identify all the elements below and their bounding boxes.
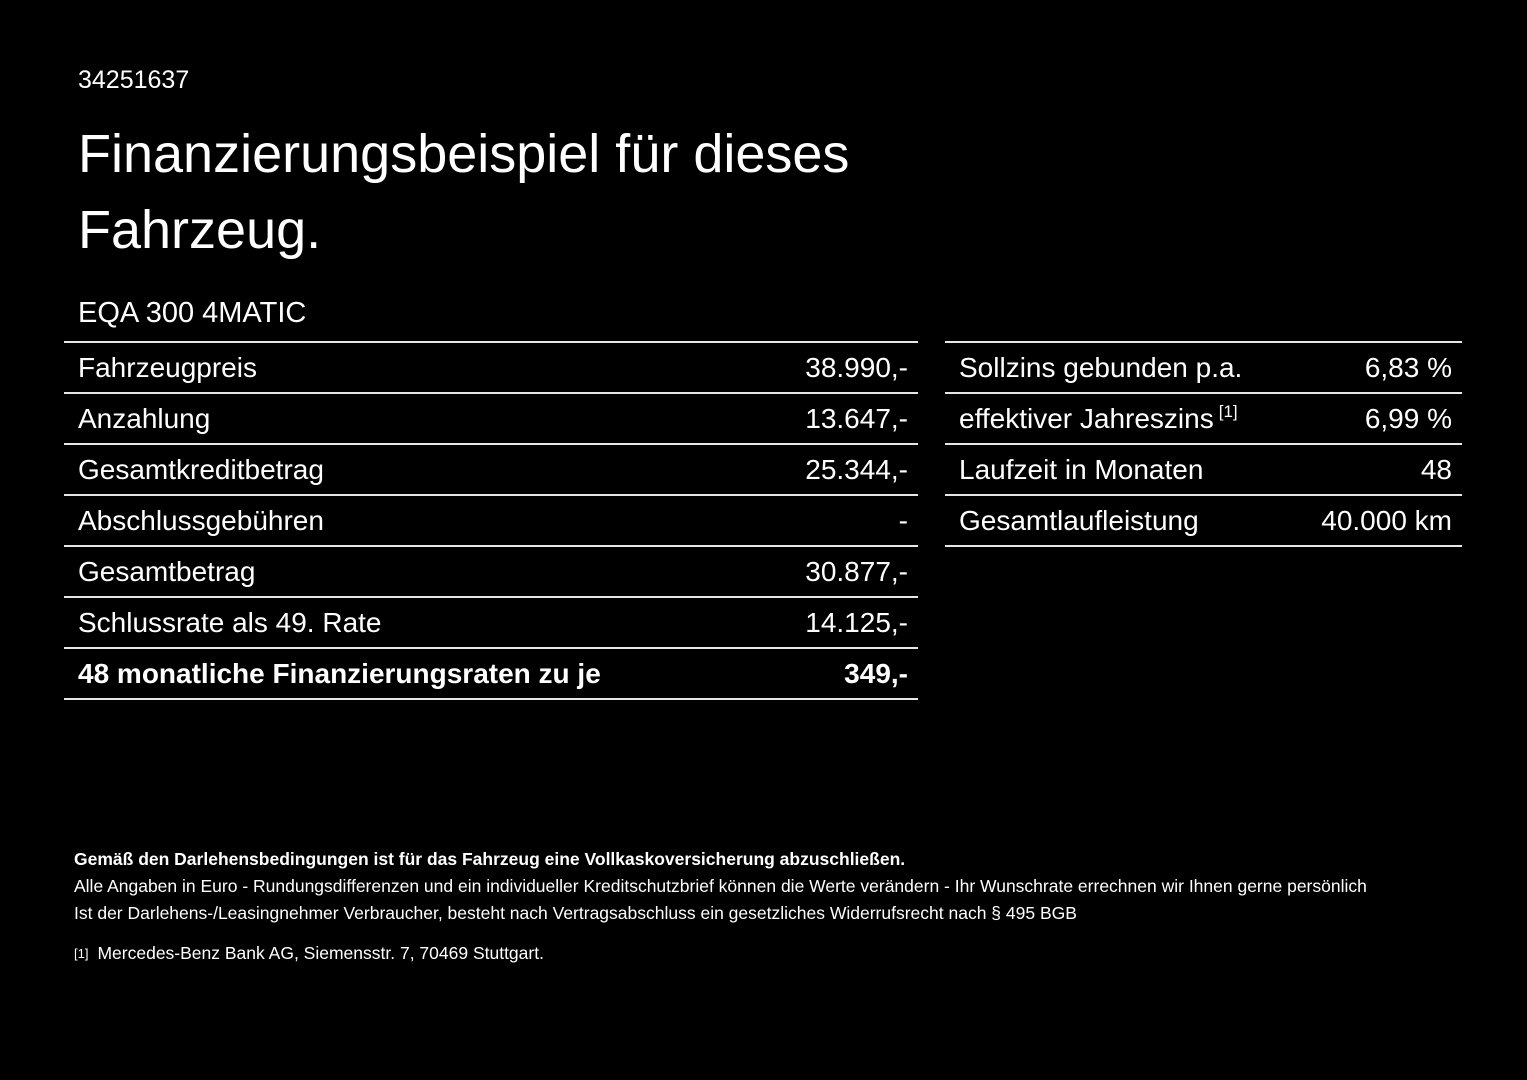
row-value: 48 xyxy=(1420,453,1452,485)
table-row: Schlussrate als 49. Rate 14.125,- xyxy=(64,596,918,647)
table-row: Gesamtkreditbetrag 25.344,- xyxy=(64,443,918,494)
row-label: Fahrzeugpreis xyxy=(78,351,257,383)
row-value: 349,- xyxy=(844,657,908,689)
row-label: Gesamtkreditbetrag xyxy=(78,453,324,485)
disclaimer-line-1: Alle Angaben in Euro - Rundungsdifferenz… xyxy=(74,876,1367,896)
table-row: Sollzins gebunden p.a. 6,83 % xyxy=(945,341,1462,392)
page-title: Finanzierungsbeispiel für dieses Fahrzeu… xyxy=(78,116,849,268)
document-id: 34251637 xyxy=(78,66,190,94)
row-value: 14.125,- xyxy=(805,606,908,638)
row-label: effektiver Jahreszins [1] xyxy=(959,403,1238,435)
table-row: Gesamtbetrag 30.877,- xyxy=(64,545,918,596)
page-title-line-1: Finanzierungsbeispiel für dieses xyxy=(78,124,850,184)
footnote-marker: [1] xyxy=(74,946,89,961)
footnote: [1] Mercedes-Benz Bank AG, Siemensstr. 7… xyxy=(74,940,1367,967)
table-row: Abschlussgebühren - xyxy=(64,494,918,545)
row-label: Schlussrate als 49. Rate xyxy=(78,606,382,638)
footnote-text: Mercedes-Benz Bank AG, Siemensstr. 7, 70… xyxy=(97,943,544,963)
row-value: 38.990,- xyxy=(805,351,908,383)
footnote-superscript: [1] xyxy=(1218,402,1238,422)
row-label-text: effektiver Jahreszins xyxy=(959,402,1214,434)
financing-amounts-table: Fahrzeugpreis 38.990,- Anzahlung 13.647,… xyxy=(64,341,918,700)
financing-tables: Fahrzeugpreis 38.990,- Anzahlung 13.647,… xyxy=(64,341,1462,700)
row-label: Laufzeit in Monaten xyxy=(959,453,1204,485)
table-row: effektiver Jahreszins [1] 6,99 % xyxy=(945,392,1462,443)
financing-conditions-table: Sollzins gebunden p.a. 6,83 % effektiver… xyxy=(945,341,1462,547)
table-row: Laufzeit in Monaten 48 xyxy=(945,443,1462,494)
row-value: 25.344,- xyxy=(805,453,908,485)
row-value: 6,83 % xyxy=(1364,351,1452,383)
row-value: - xyxy=(898,504,908,536)
vehicle-model: EQA 300 4MATIC xyxy=(78,297,307,329)
row-value: 30.877,- xyxy=(805,555,908,587)
row-label: Gesamtlaufleistung xyxy=(959,504,1199,536)
row-value: 40.000 km xyxy=(1321,504,1452,536)
row-value: 6,99 % xyxy=(1364,402,1452,434)
row-label: Abschlussgebühren xyxy=(78,504,324,536)
row-label: Sollzins gebunden p.a. xyxy=(959,351,1243,383)
row-label: 48 monatliche Finanzierungsraten zu je xyxy=(78,657,601,689)
disclaimer-line-2: Ist der Darlehens-/Leasingnehmer Verbrau… xyxy=(74,903,1077,923)
row-value: 13.647,- xyxy=(805,402,908,434)
table-row: Anzahlung 13.647,- xyxy=(64,392,918,443)
row-label: Anzahlung xyxy=(78,402,211,434)
table-row: Gesamtlaufleistung 40.000 km xyxy=(945,494,1462,545)
insurance-note: Gemäß den Darlehensbedingungen ist für d… xyxy=(74,849,906,869)
page-title-line-2: Fahrzeug. xyxy=(78,200,322,260)
row-label: Gesamtbetrag xyxy=(78,555,256,587)
footer: Gemäß den Darlehensbedingungen ist für d… xyxy=(74,846,1367,967)
table-row-monthly-rate: 48 monatliche Finanzierungsraten zu je 3… xyxy=(64,647,918,698)
table-row: Fahrzeugpreis 38.990,- xyxy=(64,341,918,392)
